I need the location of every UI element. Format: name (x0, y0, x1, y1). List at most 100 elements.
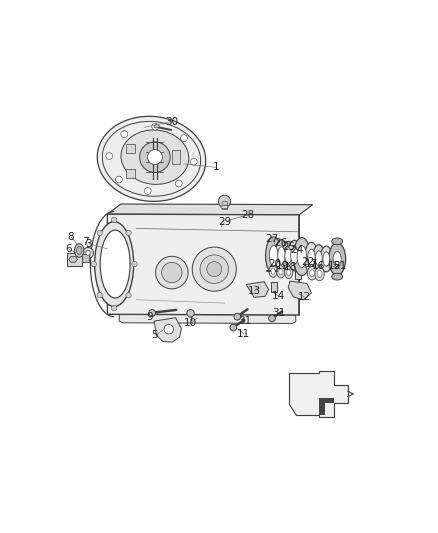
Text: 17: 17 (305, 259, 318, 269)
Ellipse shape (269, 265, 277, 277)
Ellipse shape (315, 251, 322, 266)
Ellipse shape (307, 266, 317, 280)
Ellipse shape (265, 237, 282, 274)
Polygon shape (154, 318, 181, 342)
Text: 12: 12 (297, 292, 311, 302)
Text: 15: 15 (328, 262, 341, 271)
Text: 28: 28 (242, 210, 255, 220)
Circle shape (145, 188, 151, 195)
Polygon shape (119, 314, 296, 324)
Ellipse shape (328, 243, 346, 275)
Ellipse shape (121, 130, 189, 184)
Ellipse shape (282, 241, 294, 270)
Ellipse shape (271, 268, 275, 274)
Circle shape (207, 262, 222, 277)
Text: 26: 26 (274, 238, 287, 248)
Ellipse shape (332, 273, 343, 280)
Text: 20: 20 (268, 259, 282, 269)
Ellipse shape (154, 125, 159, 128)
Text: 31: 31 (272, 308, 286, 318)
Ellipse shape (315, 267, 324, 281)
Polygon shape (107, 214, 299, 315)
Bar (126, 169, 134, 177)
Text: 11: 11 (237, 329, 250, 338)
Text: 3: 3 (85, 239, 92, 249)
Text: 14: 14 (272, 292, 286, 301)
Circle shape (91, 261, 96, 267)
Text: 22: 22 (301, 257, 314, 268)
Circle shape (219, 195, 230, 207)
Ellipse shape (100, 230, 130, 298)
Ellipse shape (77, 246, 82, 255)
Bar (223, 201, 226, 209)
Circle shape (230, 324, 237, 331)
Text: 5: 5 (152, 330, 158, 341)
Text: 21: 21 (333, 262, 346, 271)
Ellipse shape (332, 238, 343, 245)
Circle shape (152, 123, 159, 130)
Polygon shape (107, 204, 313, 215)
Ellipse shape (291, 247, 298, 264)
Circle shape (86, 251, 90, 255)
Text: 9: 9 (146, 312, 153, 322)
Text: 8: 8 (68, 232, 74, 242)
Polygon shape (69, 256, 78, 262)
Text: 6: 6 (66, 245, 72, 254)
Ellipse shape (333, 252, 341, 266)
Text: 29: 29 (218, 217, 231, 227)
Polygon shape (246, 282, 268, 297)
Circle shape (97, 293, 102, 298)
Circle shape (132, 261, 137, 267)
Ellipse shape (285, 248, 292, 263)
Text: 16: 16 (312, 261, 325, 271)
Text: 27: 27 (266, 233, 279, 244)
Text: 7: 7 (82, 237, 88, 247)
Ellipse shape (288, 240, 301, 271)
Circle shape (97, 230, 102, 236)
Bar (295, 256, 301, 279)
Ellipse shape (278, 247, 285, 264)
Circle shape (121, 131, 127, 138)
Ellipse shape (95, 222, 134, 306)
Ellipse shape (323, 252, 330, 266)
Text: 18: 18 (284, 262, 297, 272)
Circle shape (116, 176, 122, 183)
Ellipse shape (293, 238, 311, 276)
Text: 25: 25 (283, 242, 296, 252)
Circle shape (200, 255, 229, 284)
Text: 10: 10 (184, 319, 197, 328)
Polygon shape (289, 371, 348, 417)
Ellipse shape (221, 205, 228, 209)
Ellipse shape (286, 270, 291, 276)
Circle shape (106, 152, 113, 159)
Ellipse shape (74, 244, 84, 257)
Ellipse shape (269, 245, 278, 266)
Bar (67, 253, 82, 266)
Bar (271, 282, 277, 292)
Ellipse shape (307, 249, 315, 266)
Text: 13: 13 (248, 286, 261, 296)
Text: 30: 30 (165, 117, 178, 126)
Bar (126, 144, 134, 153)
Circle shape (164, 325, 173, 334)
Circle shape (148, 150, 162, 165)
Circle shape (83, 247, 93, 259)
Ellipse shape (277, 266, 285, 278)
Circle shape (149, 310, 155, 317)
Ellipse shape (285, 266, 293, 279)
Text: 31: 31 (238, 316, 251, 326)
Bar (172, 150, 180, 164)
Circle shape (155, 256, 188, 289)
Bar (82, 254, 88, 262)
Ellipse shape (275, 240, 288, 271)
Ellipse shape (297, 246, 307, 268)
Polygon shape (288, 281, 311, 300)
Circle shape (175, 180, 182, 187)
Circle shape (187, 310, 194, 317)
Circle shape (268, 315, 276, 322)
Ellipse shape (97, 116, 206, 201)
Ellipse shape (310, 270, 314, 277)
Text: 19: 19 (276, 261, 290, 271)
Circle shape (234, 313, 241, 320)
Ellipse shape (313, 245, 325, 272)
